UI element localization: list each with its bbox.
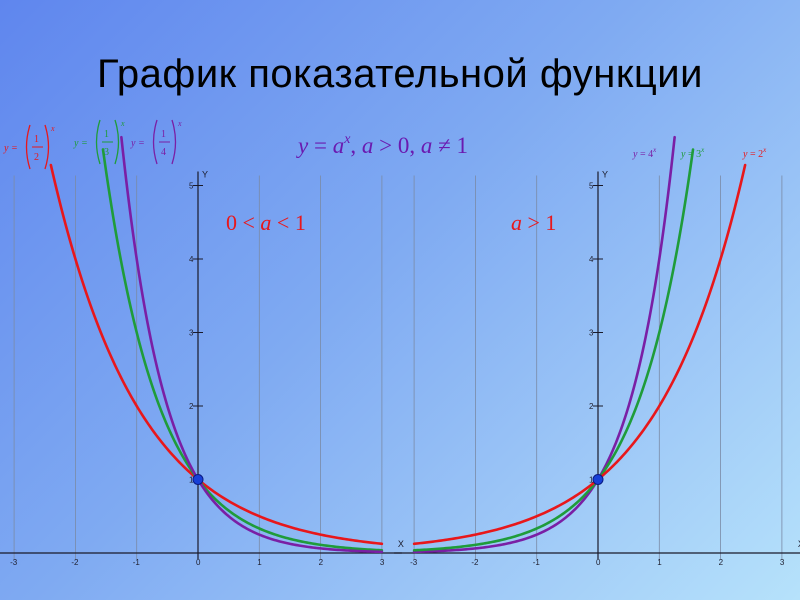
- general-formula: y = ax, a > 0, a ≠ 1: [296, 132, 468, 158]
- y-tick-label: 4: [189, 255, 194, 264]
- y-tick-label: 3: [189, 329, 194, 338]
- condition-increasing: a > 1: [511, 210, 556, 235]
- series-label-text: y = 4x: [632, 146, 657, 160]
- curve-y-1-4-x: [120, 135, 384, 554]
- x-tick-label: 1: [257, 558, 262, 567]
- x-tick-label: 2: [719, 558, 724, 567]
- curve-y-3-x: [412, 148, 695, 552]
- series-label: y = 1 2 x: [3, 124, 55, 170]
- paren-right: [44, 124, 50, 170]
- y-tick-label: 5: [589, 182, 594, 191]
- paren-left: [25, 124, 31, 170]
- paren-left: [152, 119, 158, 165]
- paren-right: [171, 119, 177, 165]
- series-exponent: x: [120, 119, 125, 128]
- frac-den: 3: [104, 147, 109, 158]
- x-tick-label: -3: [410, 558, 418, 567]
- series-label-lhs: y =: [73, 138, 88, 149]
- intersection-point: [592, 474, 604, 485]
- series-label: y = 3x: [680, 146, 705, 160]
- frac-num: 1: [104, 129, 109, 140]
- x-axis-label: X: [398, 539, 404, 549]
- paren-right: [114, 119, 120, 165]
- curve-y-4-x: [412, 135, 676, 554]
- x-tick-label: 1: [657, 558, 662, 567]
- slide-title: График показательной функции: [97, 52, 703, 96]
- series-label: y = 2x: [742, 146, 767, 160]
- y-tick-label: 1: [189, 476, 194, 485]
- y-tick-label: 3: [589, 329, 594, 338]
- frac-num: 1: [34, 134, 39, 145]
- frac-num: 1: [161, 129, 166, 140]
- series-label-text: y = 2x: [742, 146, 767, 160]
- paren-left: [95, 119, 101, 165]
- curve-y-1-3-x: [101, 148, 384, 552]
- y-tick-label: 1: [589, 476, 594, 485]
- x-tick-label: -2: [71, 558, 79, 567]
- frac-den: 4: [161, 147, 166, 158]
- grid-layer: [13, 175, 783, 559]
- series-label-lhs: y =: [3, 143, 18, 154]
- x-tick-label: 0: [196, 558, 201, 567]
- labels-layer: X Y -3 -2 -1 0 1 2 3 1 2 3 4 5 X Y -3 -2 -1 0 1 2 3 1 2 3 4 5 y = 1 2 x…: [3, 119, 800, 567]
- condition-decreasing: 0 < a < 1: [226, 210, 306, 235]
- x-tick-label: -1: [533, 558, 541, 567]
- y-axis-label: Y: [602, 170, 608, 180]
- y-tick-label: 2: [589, 402, 594, 411]
- series-label-text: y = 3x: [680, 146, 705, 160]
- curve-y-2-x: [412, 163, 747, 546]
- frac-den: 2: [34, 152, 39, 163]
- y-axis-label: Y: [202, 170, 208, 180]
- intersection-point: [192, 474, 204, 485]
- x-tick-label: -3: [10, 558, 18, 567]
- x-tick-label: -1: [133, 558, 141, 567]
- series-label: y = 4x: [632, 146, 657, 160]
- y-tick-label: 4: [589, 255, 594, 264]
- series-label-lhs: y =: [130, 138, 145, 149]
- series-label: y = 1 4 x: [130, 119, 182, 165]
- y-tick-label: 5: [189, 182, 194, 191]
- x-tick-label: -2: [471, 558, 479, 567]
- x-axis-label: X: [798, 539, 800, 549]
- x-tick-label: 0: [596, 558, 601, 567]
- series-exponent: x: [50, 124, 55, 133]
- curve-y-1-2-x: [49, 163, 384, 546]
- x-tick-label: 3: [780, 558, 785, 567]
- y-tick-label: 2: [189, 402, 194, 411]
- x-tick-label: 2: [319, 558, 324, 567]
- curves-layer: [49, 135, 747, 554]
- x-tick-label: 3: [380, 558, 385, 567]
- series-exponent: x: [177, 119, 182, 128]
- series-label: y = 1 3 x: [73, 119, 125, 165]
